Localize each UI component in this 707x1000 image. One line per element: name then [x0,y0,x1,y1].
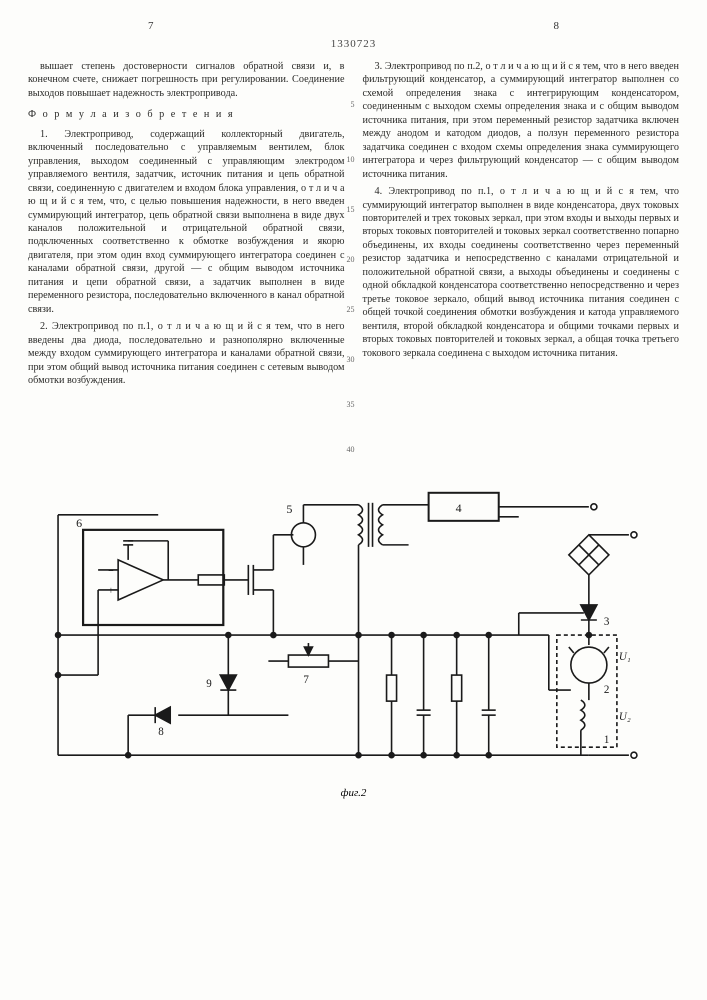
label-6: 6 [76,516,82,530]
label-u2: U₂ [619,711,631,723]
label-3: 3 [604,616,610,628]
claim-3: 3. Электропривод по п.2, о т л и ч а ю щ… [363,60,680,181]
label-u1: U₁ [619,651,631,663]
line-marker: 40 [347,445,355,456]
claim-2: 2. Электропривод по п.1, о т л и ч а ю щ… [28,320,345,387]
line-marker: 20 [347,255,355,266]
header-row: 7 8 [28,20,679,32]
right-column: 3. Электропривод по п.2, о т л и ч а ю щ… [363,60,680,455]
circuit-figure: 6 − + [28,465,679,785]
label-7: 7 [303,674,309,686]
label-5: 5 [286,502,292,516]
page-num-left: 7 [148,20,154,32]
line-marker: 5 [351,100,355,111]
circuit-svg: 6 − + [28,465,679,785]
line-marker: 15 [347,205,355,216]
formula-heading: Ф о р м у л а и з о б р е т е н и я [28,108,345,121]
text-columns: вышает степень достоверности сигналов об… [28,60,679,455]
label-4: 4 [456,501,462,515]
line-marker: 10 [347,155,355,166]
claim-4: 4. Электропривод по п.1, о т л и ч а ю щ… [363,185,680,360]
svg-text:+: + [108,586,114,597]
figure-label: фиг.2 [28,787,679,799]
label-9: 9 [206,678,212,690]
intro-paragraph: вышает степень достоверности сигналов об… [28,60,345,100]
label-1: 1 [604,734,610,746]
line-marker: 25 [347,305,355,316]
line-marker: 35 [347,400,355,411]
left-column: вышает степень достоверности сигналов об… [28,60,345,455]
page-num-right: 8 [554,20,560,32]
patent-number: 1330723 [28,38,679,50]
label-8: 8 [158,726,164,738]
page: 7 8 1330723 вышает степень достоверности… [0,0,707,1000]
claim-1: 1. Электропривод, содержащий коллекторны… [28,128,345,316]
svg-text:−: − [108,566,114,577]
line-marker: 30 [347,355,355,366]
label-2: 2 [604,684,610,696]
